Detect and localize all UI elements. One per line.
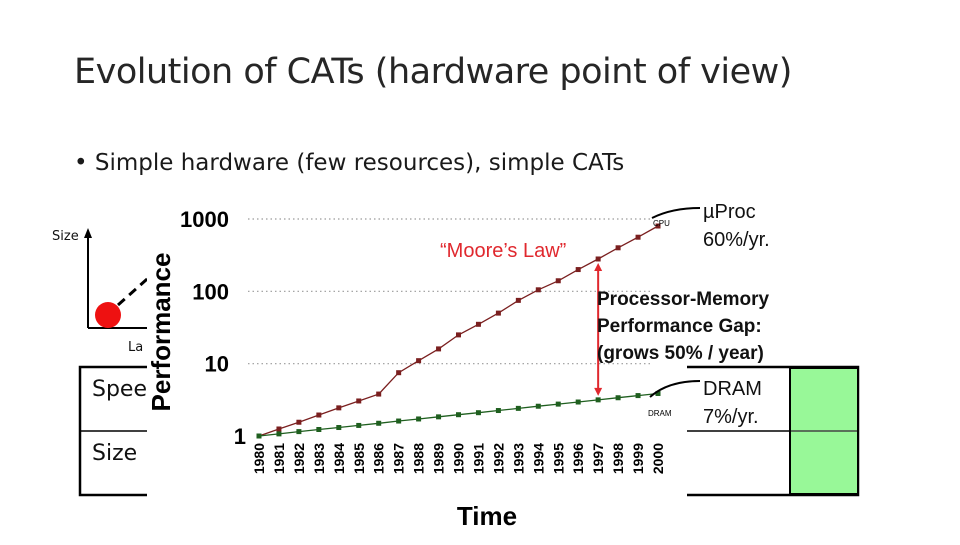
data-point-dram	[256, 433, 262, 439]
x-tick-label: 1988	[411, 443, 427, 474]
data-point-cpu	[655, 223, 661, 229]
table-row-speed: Spee	[92, 377, 147, 402]
data-point-cpu	[296, 419, 302, 425]
dram-label: DRAM	[703, 378, 762, 400]
data-point-dram	[555, 401, 561, 407]
data-point-dram	[296, 429, 302, 435]
x-tick-label: 1982	[291, 443, 307, 474]
data-point-dram	[276, 431, 282, 437]
dashed-line	[117, 270, 156, 307]
data-point-cpu	[535, 287, 541, 293]
y-tick-label: 1000	[180, 207, 229, 232]
data-point-dram	[316, 426, 322, 432]
data-point-cpu	[575, 267, 581, 273]
data-point-cpu	[635, 234, 641, 240]
size-axis-label: Size	[52, 229, 79, 244]
x-tick-label: 1992	[490, 443, 506, 474]
data-point-dram	[535, 403, 541, 409]
data-point-cpu	[276, 426, 282, 432]
x-tick-label: 1991	[470, 443, 486, 474]
data-point-dram	[336, 425, 342, 431]
cpu-rate: 60%/yr.	[703, 229, 770, 251]
data-point-dram	[495, 408, 501, 414]
x-tick-label: 2000	[650, 443, 666, 474]
data-point-cpu	[615, 245, 621, 251]
x-tick-label: 1984	[331, 443, 347, 474]
data-point-cpu	[316, 412, 322, 418]
data-point-cpu	[356, 398, 362, 404]
data-point-cpu	[456, 332, 461, 338]
x-tick-label: 1996	[570, 443, 586, 474]
x-tick-label: 1987	[391, 443, 407, 474]
size-axis-arrow	[84, 228, 92, 238]
x-tick-label: 1986	[371, 443, 387, 474]
x-tick-label: 1990	[451, 443, 467, 474]
y-axis-label: Performance	[146, 253, 176, 412]
data-point-dram	[515, 405, 521, 411]
gap-label-line2: Performance Gap:	[597, 316, 762, 337]
data-point-dram	[396, 418, 402, 424]
x-tick-label: 1981	[271, 443, 287, 474]
data-point-cpu	[336, 405, 342, 411]
gap-arrow-head-top	[594, 262, 603, 271]
data-point-dram	[356, 422, 362, 428]
x-tick-label: 1993	[510, 443, 526, 474]
data-point-cpu	[495, 310, 501, 316]
data-point-dram	[475, 410, 481, 416]
data-point-cpu	[396, 370, 402, 376]
data-point-cpu	[515, 297, 521, 303]
data-point-cpu	[555, 278, 561, 284]
x-tick-label: 1985	[351, 443, 367, 474]
dram-rate: 7%/yr.	[703, 406, 759, 428]
data-point-dram	[595, 397, 601, 403]
x-tick-label: 1995	[550, 443, 566, 474]
cpu-series-name: CPU	[653, 219, 670, 228]
data-point-cpu	[475, 321, 481, 327]
x-tick-label: 1994	[530, 443, 546, 474]
data-point-dram	[635, 393, 641, 399]
y-tick-label: 1	[234, 424, 246, 449]
x-tick-label: 1989	[431, 443, 447, 474]
x-tick-label: 1997	[590, 443, 606, 474]
data-point-dram	[615, 395, 621, 401]
dram-callout-line	[649, 380, 701, 398]
x-tick-label: 1980	[251, 443, 267, 474]
data-point-dram	[456, 412, 461, 418]
table-row-size: Size	[92, 441, 138, 466]
dram-series-name: DRAM	[648, 409, 672, 418]
y-tick-labels: 1 10 100 1000	[180, 207, 246, 449]
data-point-cpu	[376, 391, 382, 397]
cpu-label: µProc	[703, 201, 756, 223]
chart-series	[256, 223, 661, 439]
data-point-dram	[436, 414, 442, 420]
x-tick-label: 1983	[311, 443, 327, 474]
y-tick-label: 100	[192, 279, 229, 304]
moore-law-label: “Moore’s Law”	[440, 240, 566, 262]
x-axis-label: Time	[457, 501, 517, 531]
x-tick-label: 1999	[630, 443, 646, 474]
partial-label: La	[128, 340, 144, 355]
x-tick-labels: 1980 1981 1982 1983 1984 1985 1986 1987 1988 1989…	[251, 443, 666, 474]
slide-title: Evolution of CATs (hardware point of vie…	[74, 52, 792, 92]
data-point-dram	[655, 390, 661, 396]
green-box-border	[789, 367, 859, 495]
red-dot	[95, 302, 121, 328]
x-tick-label: 1998	[610, 443, 626, 474]
bullet-point: • Simple hardware (few resources), simpl…	[74, 150, 625, 176]
gap-arrow-head-bottom	[594, 387, 603, 396]
y-tick-label: 10	[205, 352, 229, 377]
gap-label-line3: (grows 50% / year)	[597, 343, 764, 364]
data-point-cpu	[416, 358, 422, 364]
data-point-dram	[416, 416, 422, 422]
data-point-dram	[575, 399, 581, 405]
gap-label-line1: Processor-Memory	[597, 289, 770, 310]
data-point-dram	[376, 420, 382, 426]
cpu-callout-line	[651, 207, 701, 219]
data-point-cpu	[436, 346, 442, 352]
data-point-cpu	[595, 256, 601, 262]
